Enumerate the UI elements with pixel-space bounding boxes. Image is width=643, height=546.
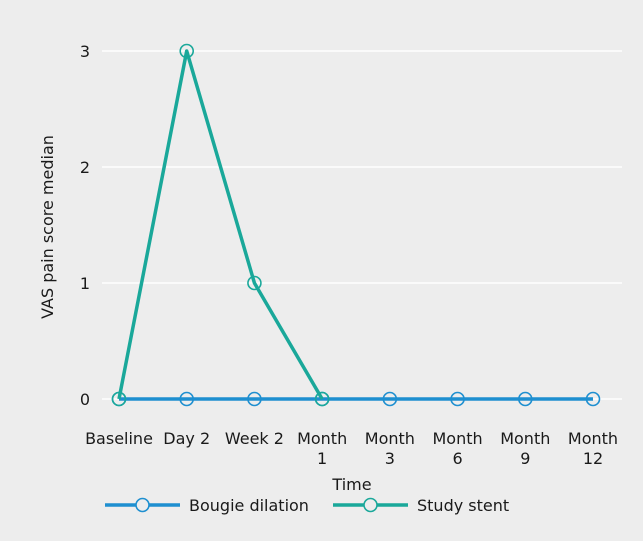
x-tick-label-7: Month 12 (568, 429, 618, 468)
data-point-0-6 (517, 391, 533, 407)
y-tick-label-3: 3 (80, 42, 90, 61)
series-line-1 (117, 49, 324, 400)
data-point-0-1 (179, 391, 195, 407)
x-tick-label-3: Month 1 (297, 429, 347, 468)
legend-label-0: Bougie dilation (189, 496, 309, 515)
y-tick-label-2: 2 (80, 158, 90, 177)
data-point-1-0 (111, 391, 127, 407)
y-tick-label-0: 0 (80, 390, 90, 409)
x-tick-label-4: Month 3 (365, 429, 415, 468)
x-tick-label-2: Week 2 (225, 429, 284, 448)
data-point-0-2 (247, 391, 262, 407)
data-point-0-5 (450, 391, 465, 407)
x-tick-label-1: Day 2 (163, 429, 210, 448)
legend: Bougie dilation Study stent (105, 496, 509, 515)
y-tick-label-1: 1 (80, 274, 90, 293)
legend-label-1: Study stent (417, 496, 509, 515)
legend-swatch-marker-0 (135, 497, 150, 513)
data-point-0-7 (585, 391, 601, 407)
data-point-0-4 (382, 391, 398, 407)
y-axis-label: VAS pain score median (38, 135, 57, 319)
x-tick-label-0: Baseline (85, 429, 153, 448)
data-point-1-1 (179, 43, 195, 59)
x-tick-label-6: Month 9 (500, 429, 550, 468)
x-axis-label: Time (331, 475, 371, 494)
series-lines (111, 43, 601, 407)
legend-swatch-marker-1 (363, 497, 378, 513)
data-point-1-2 (247, 275, 262, 291)
data-point-1-3 (314, 391, 330, 407)
x-tick-label-5: Month 6 (432, 429, 482, 468)
x-tick-labels: Baseline Day 2 Week 2 Month 1 Month 3 Month 6 Mon… (85, 429, 618, 468)
y-tick-labels: 0 1 2 3 (80, 42, 90, 409)
